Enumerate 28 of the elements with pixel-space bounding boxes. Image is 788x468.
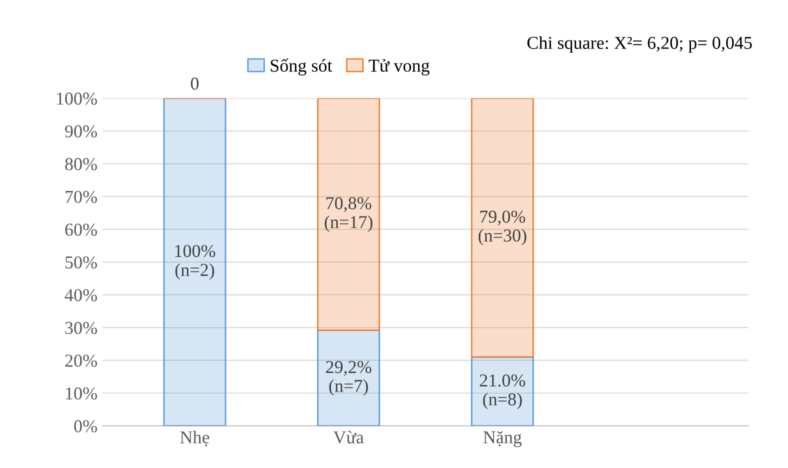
y-tick-label: 10%: [66, 387, 97, 400]
data-label: 79,0% (n=30): [478, 210, 526, 246]
x-tick-label: Nặng: [483, 431, 522, 448]
y-tick-label: 90%: [65, 125, 97, 138]
y-tick-label: 100%: [57, 92, 97, 105]
legend-label: Tử vong: [368, 59, 430, 76]
y-tick-label: 80%: [65, 158, 97, 170]
bar: [470, 356, 534, 426]
bar: [317, 98, 380, 331]
legend-label: Sống sót: [270, 58, 332, 76]
y-tick-label: 40%: [64, 289, 97, 302]
x-tick-label: Nhẹ: [180, 430, 210, 446]
text: Chi square: X²= 6,20; p= 0,045: [527, 36, 752, 53]
data-label: 21.0% (n=8): [480, 374, 526, 410]
bar: [470, 98, 534, 358]
y-tick-label: 20%: [65, 354, 97, 367]
data-label: 100% (n=2): [175, 244, 216, 280]
data-label: 29,2% (n=7): [326, 360, 372, 396]
data-label: 70,8% (n=17): [324, 197, 372, 232]
bar: [163, 98, 226, 426]
y-tick-label: 0%: [74, 420, 97, 432]
y-tick-label: 60%: [65, 224, 97, 236]
y-tick-label: 50%: [66, 256, 97, 269]
y-tick-label: 70%: [66, 190, 97, 204]
bar: [317, 330, 380, 426]
x-tick-label: Vừa: [333, 430, 364, 444]
y-tick-label: 30%: [65, 322, 97, 334]
data-label: 0: [190, 78, 199, 90]
